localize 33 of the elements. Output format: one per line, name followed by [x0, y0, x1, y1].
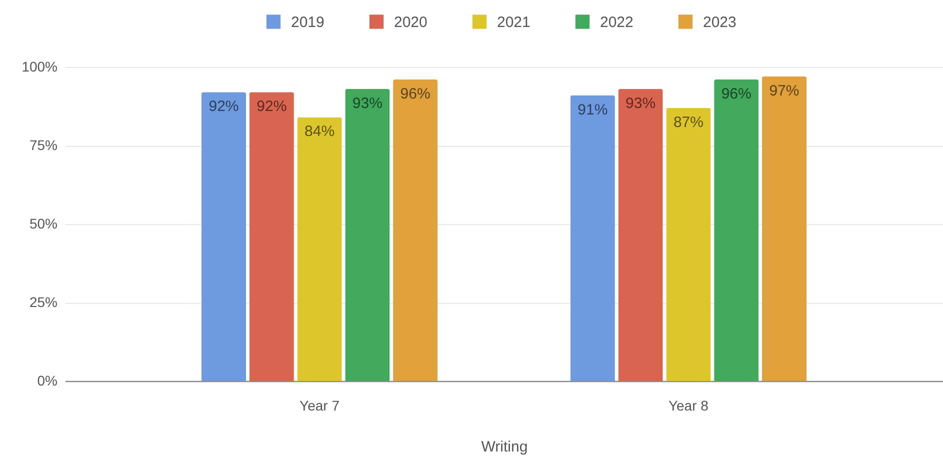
bar [249, 92, 294, 381]
bar [297, 117, 342, 381]
data-label: 97% [769, 82, 800, 100]
legend-label: 2021 [497, 14, 530, 31]
data-label: 93% [352, 94, 382, 112]
bar [618, 88, 663, 381]
bar [666, 108, 711, 381]
data-label: 91% [578, 101, 608, 118]
bar [393, 80, 438, 381]
y-tick-label: 100% [22, 58, 58, 74]
bar [714, 80, 759, 381]
bar [570, 95, 615, 381]
y-tick-label: 25% [29, 294, 58, 310]
data-label: 96% [400, 86, 430, 103]
y-tick-label: 75% [29, 137, 58, 153]
x-tick-label: Year 8 [668, 398, 709, 414]
data-label: 92% [256, 98, 287, 116]
data-label: 93% [626, 94, 656, 112]
legend-label: 2022 [600, 14, 634, 31]
bar [201, 92, 246, 381]
legend-label: 2020 [394, 14, 428, 31]
y-tick-label: 0% [37, 372, 58, 388]
bar [762, 76, 807, 381]
y-tick-label: 50% [29, 216, 58, 232]
data-label: 84% [304, 123, 335, 140]
x-axis-title: Writing [481, 438, 528, 456]
bar [345, 88, 390, 381]
legend-label: 2023 [703, 14, 736, 31]
data-label: 96% [721, 86, 752, 103]
data-label: 92% [208, 98, 239, 116]
data-label: 87% [673, 114, 704, 131]
x-tick-label: Year 7 [300, 398, 340, 414]
legend-label: 2019 [291, 14, 324, 31]
